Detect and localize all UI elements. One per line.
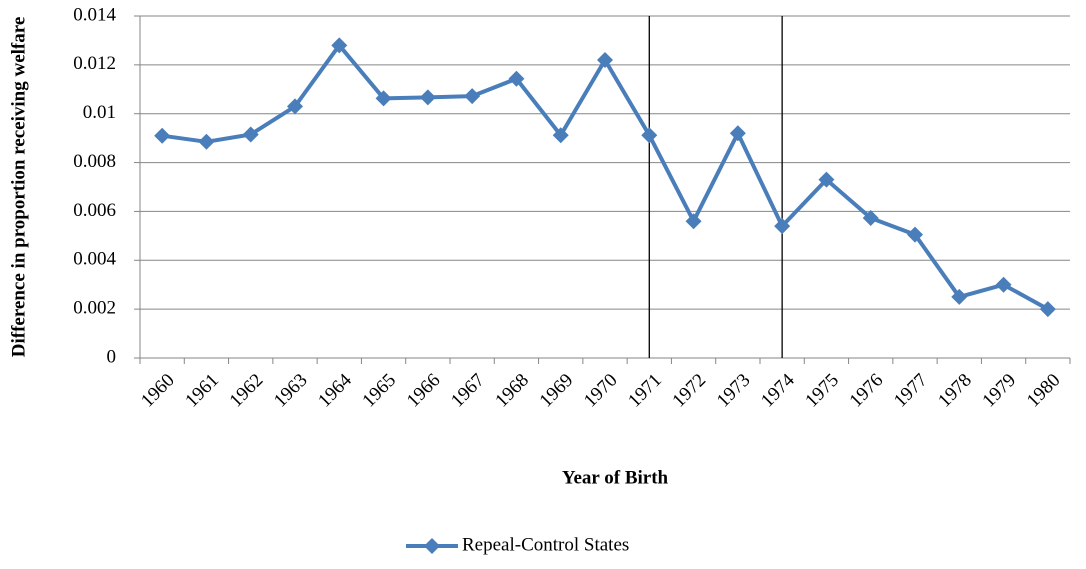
x-tick-label: 1967 xyxy=(447,370,489,412)
x-tick-label: 1968 xyxy=(491,370,533,412)
x-tick-label: 1963 xyxy=(270,370,312,412)
x-tick-label: 1980 xyxy=(1023,370,1065,412)
marker xyxy=(729,125,746,142)
x-axis-label: Year of Birth xyxy=(562,467,669,488)
y-tick-label: 0 xyxy=(107,346,117,367)
marker xyxy=(774,218,791,235)
marker xyxy=(641,127,658,144)
x-tick-label: 1978 xyxy=(934,370,976,412)
marker xyxy=(951,288,968,305)
marker xyxy=(597,51,613,68)
x-tick-label: 1964 xyxy=(314,369,356,411)
x-tick-label: 1960 xyxy=(137,370,179,412)
marker xyxy=(242,126,259,143)
x-tick-label: 1977 xyxy=(890,370,932,412)
marker xyxy=(287,98,303,115)
marker xyxy=(419,89,436,106)
x-tick-label: 1976 xyxy=(846,370,888,412)
x-tick-label: 1975 xyxy=(801,370,843,412)
x-tick-label: 1972 xyxy=(668,370,710,412)
y-tick-label: 0.006 xyxy=(73,200,116,221)
marker xyxy=(375,90,392,107)
x-tick-label: 1962 xyxy=(226,370,268,412)
marker xyxy=(1039,301,1056,318)
legend-marker xyxy=(424,538,440,554)
x-tick-label: 1979 xyxy=(978,370,1020,412)
y-tick-label: 0.014 xyxy=(73,4,116,25)
marker xyxy=(331,37,348,54)
x-tick-label: 1971 xyxy=(624,370,666,412)
line xyxy=(161,43,1049,311)
x-tick-label: 1973 xyxy=(713,370,755,412)
marker xyxy=(862,210,879,227)
marker xyxy=(685,213,702,230)
y-axis-label: Difference in proportion receiving welfa… xyxy=(8,17,29,358)
marker xyxy=(464,88,481,105)
x-tick-label: 1961 xyxy=(181,370,223,412)
y-tick-label: 0.008 xyxy=(73,151,116,172)
marker xyxy=(552,127,569,144)
legend-label: Repeal-Control States xyxy=(462,534,629,555)
y-tick-label: 0.004 xyxy=(73,249,116,270)
marker xyxy=(818,171,835,188)
y-tick-label: 0.002 xyxy=(73,298,116,319)
x-tick-label: 1969 xyxy=(536,370,578,412)
marker xyxy=(198,133,215,150)
marker xyxy=(508,70,525,87)
x-tick-label: 1974 xyxy=(757,369,799,411)
y-tick-label: 0.012 xyxy=(73,53,116,74)
marker xyxy=(907,226,923,243)
x-tick-label: 1966 xyxy=(403,370,445,412)
marker xyxy=(154,127,171,144)
x-tick-label: 1970 xyxy=(580,370,622,412)
marker xyxy=(995,276,1012,293)
y-tick-label: 0.01 xyxy=(83,102,116,123)
x-tick-label: 1965 xyxy=(358,370,400,412)
